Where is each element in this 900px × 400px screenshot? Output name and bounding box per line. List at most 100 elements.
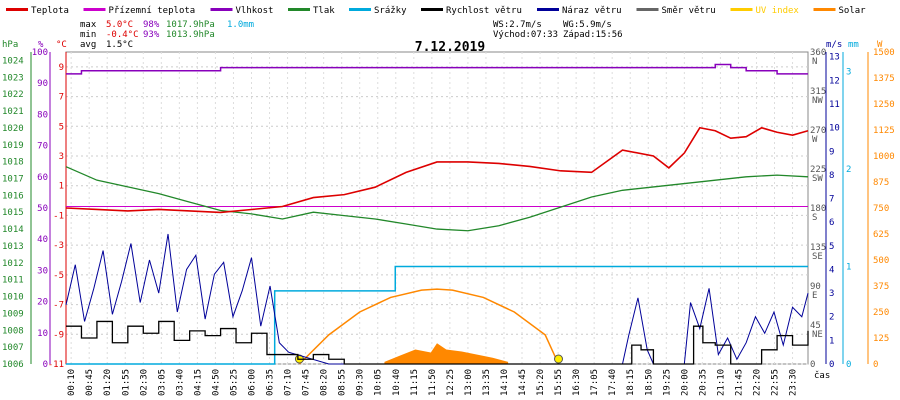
wind-tick-label: 13 — [829, 53, 840, 63]
time-tick-label: 00:10 — [67, 369, 77, 396]
pressure-tick-label: 1021 — [2, 107, 24, 117]
time-tick-label: 17:40 — [608, 369, 618, 396]
solar-measured-area — [384, 343, 509, 364]
info-ws: WS:2.7m/s — [493, 20, 542, 30]
temp-tick-label: -1 — [53, 211, 64, 221]
humidity-tick-label: 70 — [37, 142, 48, 152]
temp-tick-label: -3 — [53, 241, 64, 251]
pressure-tick-label: 1009 — [2, 309, 24, 319]
pressure-tick-label: 1016 — [2, 191, 24, 201]
humidity-tick-label: 60 — [37, 173, 48, 183]
wind-tick-label: 5 — [829, 242, 834, 252]
info-sunset: Západ:15:56 — [563, 30, 623, 40]
stats-temp: 1.5°C — [106, 40, 133, 50]
legend-swatch — [730, 8, 753, 11]
solar-tick-label: 1250 — [873, 100, 895, 110]
legend-label: Náraz větru — [562, 6, 622, 16]
time-unit-label: čas — [814, 370, 830, 381]
direction-compass-label: SW — [812, 174, 823, 184]
time-tick-label: 23:30 — [789, 369, 799, 396]
time-tick-label: 18:15 — [626, 369, 636, 396]
pressure-tick-label: 1023 — [2, 73, 24, 83]
pressure-tick-label: 1014 — [2, 225, 24, 235]
time-tick-label: 13:35 — [482, 369, 492, 396]
legend-label: Vlhkost — [236, 6, 274, 16]
time-tick-label: 07:10 — [284, 369, 294, 396]
legend-swatch — [288, 8, 310, 11]
legend-swatch — [349, 8, 371, 11]
temp-tick-label: 1 — [59, 182, 64, 192]
plot-area — [65, 51, 809, 365]
direction-tick-label: 270 — [810, 126, 826, 136]
time-tick-label: 08:55 — [338, 369, 348, 396]
time-tick-label: 04:15 — [193, 369, 203, 396]
time-tick-label: 08:20 — [320, 369, 330, 396]
direction-compass-label: NE — [812, 330, 823, 340]
wind-tick-label: 0 — [829, 360, 834, 370]
temp-tick-label: -5 — [53, 271, 64, 281]
humidity-tick-label: 20 — [37, 298, 48, 308]
rain-tick-label: 0 — [846, 360, 851, 370]
time-tick-label: 14:10 — [500, 369, 510, 396]
direction-tick-label: 360 — [810, 48, 826, 58]
stats-pressure: 1017.9hPa — [166, 20, 215, 30]
time-tick-label: 01:20 — [103, 369, 113, 396]
wind-tick-label: 6 — [829, 218, 834, 228]
legend-label: UV index — [756, 6, 800, 16]
time-tick-label: 15:20 — [536, 369, 546, 396]
time-tick-label: 04:50 — [211, 369, 221, 396]
wind-tick-label: 7 — [829, 195, 834, 205]
pressure-tick-label: 1024 — [2, 56, 24, 66]
wind-tick-label: 9 — [829, 147, 834, 157]
direction-compass-label: E — [812, 291, 817, 301]
legend-label: Tlak — [313, 6, 335, 16]
wind-speed-line — [66, 320, 809, 365]
legend-swatch — [813, 8, 836, 11]
solar-unit: W — [877, 40, 883, 50]
wind-tick-label: 2 — [829, 313, 834, 323]
humidity-unit: % — [38, 40, 44, 50]
solar-tick-label: 125 — [873, 334, 889, 344]
legend-swatch — [537, 8, 559, 11]
humidity-tick-label: 40 — [37, 235, 48, 245]
pressure-tick-label: 1011 — [2, 276, 24, 286]
legend-label: Směr větru — [662, 6, 716, 16]
direction-compass-label: NW — [812, 96, 823, 106]
time-tick-label: 17:05 — [590, 369, 600, 396]
wind-tick-label: 3 — [829, 289, 834, 299]
time-tick-label: 21:45 — [734, 369, 744, 396]
solar-line — [298, 288, 560, 365]
legend-label: Rychlost větru — [446, 6, 522, 16]
time-tick-label: 18:50 — [644, 369, 654, 396]
wind-tick-label: 8 — [829, 171, 834, 181]
time-tick-label: 20:00 — [680, 369, 690, 396]
legend-swatch — [83, 8, 106, 11]
time-tick-label: 22:20 — [752, 369, 762, 396]
direction-compass-label: N — [812, 57, 817, 67]
time-tick-label: 11:15 — [410, 369, 420, 396]
stats-temp: 5.0°C — [106, 20, 133, 30]
pressure-tick-label: 1017 — [2, 174, 24, 184]
legend-swatch — [421, 8, 443, 11]
wind-gust-line — [65, 233, 809, 365]
humidity-tick-label: 0 — [43, 360, 48, 370]
pressure-tick-label: 1008 — [2, 326, 24, 336]
solar-tick-label: 625 — [873, 230, 889, 240]
solar-tick-label: 750 — [873, 204, 889, 214]
time-tick-label: 07:45 — [302, 369, 312, 396]
wind-unit: m/s — [826, 40, 842, 50]
solar-tick-label: 1500 — [873, 48, 895, 58]
time-tick-label: 15:55 — [554, 369, 564, 396]
temp-tick-label: -11 — [48, 360, 64, 370]
temp-tick-label: 9 — [59, 63, 64, 73]
time-tick-label: 03:40 — [175, 369, 185, 396]
direction-tick-label: 45 — [810, 321, 821, 331]
pressure-line — [65, 166, 809, 232]
time-tick-label: 22:55 — [771, 369, 781, 396]
legend-label: Solar — [839, 6, 867, 16]
pressure-unit: hPa — [2, 40, 18, 50]
pressure-tick-label: 1013 — [2, 242, 24, 252]
temp-tick-label: -7 — [53, 301, 64, 311]
